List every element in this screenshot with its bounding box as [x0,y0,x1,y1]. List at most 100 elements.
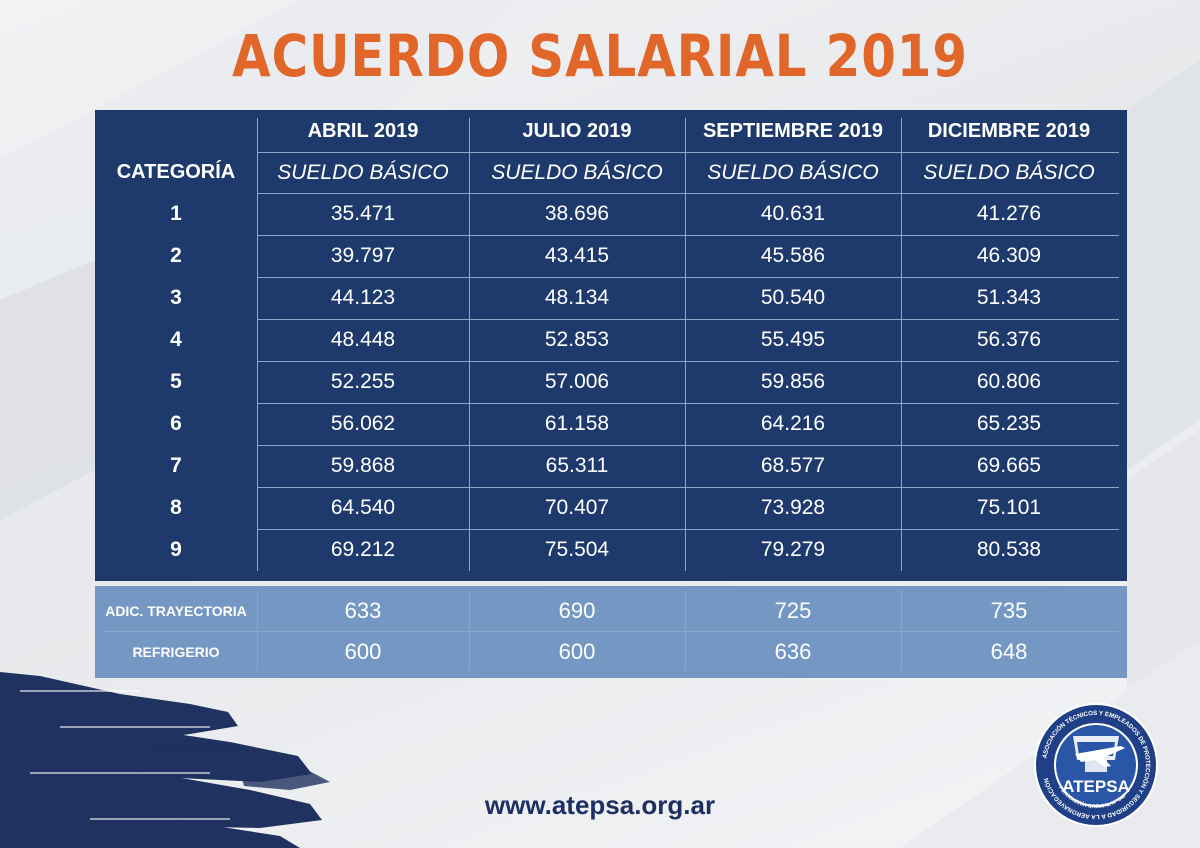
salary-value: 75.101 [976,496,1042,519]
header-sub-label: SUELDO BÁSICO [277,160,449,184]
salary-value: 61.158 [544,412,610,435]
salary-value: 38.696 [544,202,610,225]
salary-value: 56.062 [330,412,396,435]
salary-value: 50.540 [760,286,826,309]
row-divider [257,487,1119,488]
salary-value: 48.134 [544,286,610,309]
salary-value: 69.212 [330,538,396,561]
column-divider [685,118,686,571]
salary-value: 64.540 [330,496,396,519]
salary-value: 52.255 [330,370,396,393]
extras-row: ADIC. TRAYECTORIA 633 690 725 735 [95,590,1127,631]
header-sub-label: SUELDO BÁSICO [707,160,879,184]
salary-value: 59.856 [760,370,826,393]
category-number: 6 [170,412,182,435]
salary-value: 48.448 [330,328,396,351]
category-number: 1 [170,202,182,225]
brush-stroke-decoration [0,672,330,848]
extras-row: REFRIGERIO 600 600 636 648 [95,632,1127,672]
salary-value: 73.928 [760,496,826,519]
salary-value: 52.853 [544,328,610,351]
table-row: 3 44.123 48.134 50.540 51.343 [95,277,1127,319]
category-number: 4 [170,328,182,351]
category-number: 8 [170,496,182,519]
atepsa-logo: ASOCIACIÓN TÉCNICOS Y EMPLEADOS DE PROTE… [1034,703,1158,827]
row-divider [257,319,1119,320]
row-divider [257,529,1119,530]
category-number: 3 [170,286,182,309]
salary-value: 79.279 [760,538,826,561]
salary-value: 45.586 [760,244,826,267]
salary-value: 55.495 [760,328,826,351]
salary-value: 69.665 [976,454,1042,477]
extras-value: 648 [990,639,1028,664]
footer-url-link[interactable]: www.atepsa.org.ar [484,790,716,820]
header-period: ABRIL 2019 [307,119,419,142]
salary-value: 57.006 [544,370,610,393]
salary-value: 51.343 [976,286,1042,309]
category-number: 9 [170,538,182,561]
column-divider [901,590,902,670]
salary-value: 80.538 [976,538,1042,561]
column-divider [901,118,902,571]
column-divider [257,118,258,571]
salary-value: 65.235 [976,412,1042,435]
salary-table-extras-panel [95,586,1127,678]
table-row: 1 35.471 38.696 40.631 41.276 [95,193,1127,235]
extras-value: 633 [344,597,382,623]
row-divider [257,445,1119,446]
header-period: JULIO 2019 [522,119,632,142]
table-row: 6 56.062 61.158 64.216 65.235 [95,403,1127,445]
table-row: 2 39.797 43.415 45.586 46.309 [95,235,1127,277]
salary-value: 44.123 [330,286,396,309]
salary-table-main-panel [95,110,1127,581]
row-divider [257,235,1119,236]
table-row: 5 52.255 57.006 59.856 60.806 [95,361,1127,403]
extras-value: 690 [558,597,596,623]
extras-value: 600 [558,639,596,664]
header-sub-label: SUELDO BÁSICO [491,160,663,184]
category-number: 5 [170,370,182,393]
category-number: 7 [170,454,182,477]
extras-value: 636 [774,639,812,664]
page-title: ACUERDO SALARIAL 2019 [232,22,968,90]
row-divider [257,152,1119,153]
extras-label: ADIC. TRAYECTORIA [105,602,247,619]
salary-value: 64.216 [760,412,826,435]
row-divider [103,631,1119,632]
header-sub-label: SUELDO BÁSICO [923,160,1095,184]
row-divider [257,277,1119,278]
category-number: 2 [170,244,182,267]
salary-value: 60.806 [976,370,1042,393]
row-divider [257,361,1119,362]
salary-value: 46.309 [976,244,1042,267]
salary-value: 35.471 [330,202,396,225]
salary-value: 75.504 [544,538,610,561]
column-divider [469,590,470,670]
salary-value: 56.376 [976,328,1042,351]
header-sub-row: CATEGORÍA SUELDO BÁSICO SUELDO BÁSICO SU… [95,152,1127,193]
salary-value: 70.407 [544,496,610,519]
salary-value: 41.276 [976,202,1042,225]
header-period: SEPTIEMBRE 2019 [702,119,884,142]
row-divider [257,403,1119,404]
logo-name: ATEPSA [1062,777,1130,796]
extras-value: 600 [344,639,382,664]
header-category: CATEGORÍA [116,161,236,183]
salary-value: 59.868 [330,454,396,477]
extras-value: 735 [990,597,1028,623]
table-row: 7 59.868 65.311 68.577 69.665 [95,445,1127,487]
salary-value: 40.631 [760,202,826,225]
table-row: 9 69.212 75.504 79.279 80.538 [95,529,1127,571]
column-divider [685,590,686,670]
column-divider [257,590,258,670]
salary-table: ABRIL 2019 JULIO 2019 SEPTIEMBRE 2019 DI… [95,110,1127,678]
salary-value: 43.415 [544,244,610,267]
table-row: 8 64.540 70.407 73.928 75.101 [95,487,1127,529]
extras-value: 725 [774,597,812,623]
table-row: 4 48.448 52.853 55.495 56.376 [95,319,1127,361]
header-period-row: ABRIL 2019 JULIO 2019 SEPTIEMBRE 2019 DI… [95,110,1127,152]
header-period: DICIEMBRE 2019 [927,119,1091,142]
column-divider [469,118,470,571]
salary-value: 65.311 [545,454,609,477]
